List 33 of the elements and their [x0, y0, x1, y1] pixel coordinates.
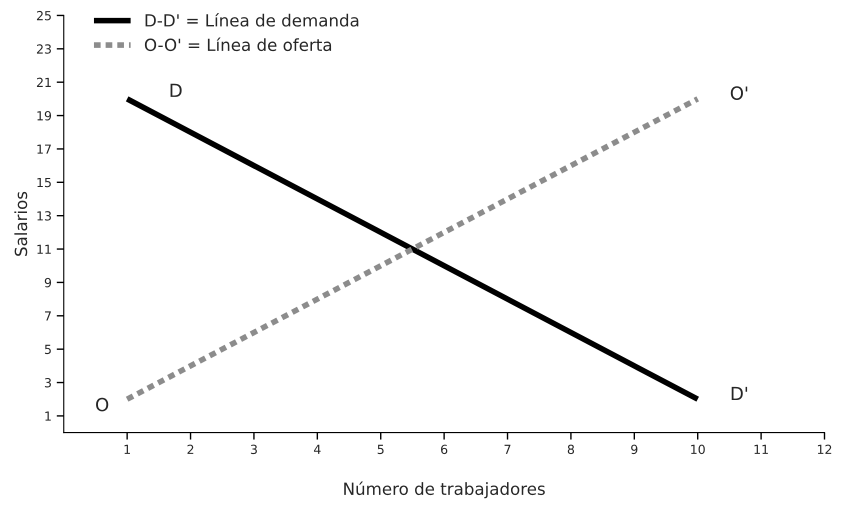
y-tick-label: 23	[36, 44, 51, 54]
annotation: D	[170, 84, 182, 97]
x-tick-label: 1	[124, 444, 130, 454]
y-tick-label: 25	[36, 10, 51, 20]
y-axis-title: Salarios	[14, 192, 28, 256]
annotation: O'	[730, 86, 748, 100]
x-tick-label: 3	[250, 444, 257, 454]
x-tick-label: 12	[818, 444, 832, 454]
x-tick-label: 11	[754, 444, 768, 454]
x-axis-title: Número de trabajadores	[344, 482, 545, 498]
annotation: D'	[732, 386, 748, 400]
x-tick-label: 8	[568, 444, 574, 454]
x-tick-label: 2	[187, 444, 194, 454]
legend-label: D-D' = Línea de demanda	[146, 13, 358, 27]
x-tick-label: 4	[314, 444, 321, 454]
y-tick-label: 21	[36, 78, 51, 87]
y-tick-label: 15	[37, 178, 51, 188]
y-tick-label: 9	[44, 278, 52, 288]
y-tick-label: 5	[44, 344, 51, 354]
y-tick-label: 19	[37, 111, 52, 120]
y-tick-label: 3	[44, 378, 51, 388]
y-tick-label: 17	[37, 144, 51, 154]
x-tick-label: 5	[378, 444, 384, 454]
y-tick-label: 7	[45, 311, 51, 321]
legend-label: O-O' = Línea de oferta	[144, 38, 332, 52]
x-tick-label: 6	[441, 444, 448, 454]
x-tick-label: 7	[504, 444, 510, 454]
x-tick-label: 10	[691, 444, 705, 454]
y-tick-label: 1	[45, 412, 51, 421]
x-tick-label: 9	[631, 444, 638, 454]
y-tick-label: 11	[37, 244, 51, 254]
annotation: O	[96, 398, 108, 412]
y-tick-label: 13	[37, 211, 51, 221]
